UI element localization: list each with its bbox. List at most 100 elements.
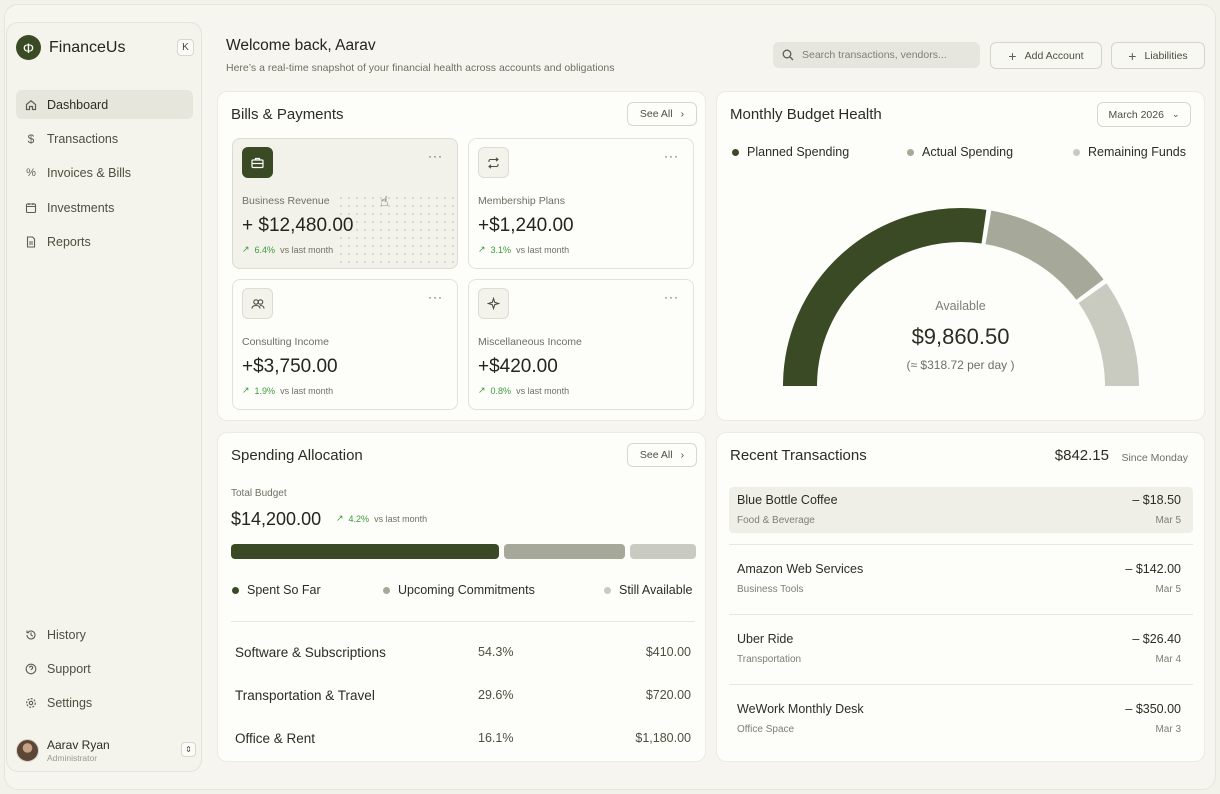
trend-note: vs last month [280, 244, 334, 255]
legend-spent: Spent So Far [232, 583, 321, 597]
legend-actual: Actual Spending [907, 145, 1013, 159]
users-icon [242, 288, 273, 319]
bill-tile[interactable]: ··· Miscellaneous Income +$420.00 ↗ 0.8%… [468, 279, 694, 410]
divider [231, 621, 695, 622]
sidebar-item-transactions[interactable]: $ Transactions [16, 124, 193, 153]
chevron-right-icon: › [680, 108, 685, 120]
transaction-row[interactable]: Blue Bottle Coffee Food & Beverage – $18… [729, 487, 1193, 533]
sidebar-item-investments[interactable]: Investments [16, 193, 193, 222]
more-options-icon[interactable]: ··· [428, 149, 443, 163]
trend-note: vs last month [280, 385, 334, 396]
sidebar-item-dashboard[interactable]: Dashboard [16, 90, 193, 119]
search-input[interactable]: Search transactions, vendors... [773, 42, 980, 68]
total-budget-label: Total Budget [231, 488, 287, 499]
more-options-icon[interactable]: ··· [664, 290, 679, 304]
sidebar-item-label: Reports [47, 234, 91, 249]
transaction-category: Food & Beverage [737, 515, 815, 526]
dot-pattern [337, 194, 457, 268]
allocation-available-bar[interactable] [630, 544, 696, 559]
trend-up-icon: ↗ [242, 385, 250, 395]
legend-planned: Planned Spending [732, 145, 849, 159]
sidebar-item-reports[interactable]: Reports [16, 227, 193, 256]
transaction-amount: – $350.00 [1125, 702, 1181, 716]
sidebar-item-invoices-bills[interactable]: % Invoices & Bills [16, 158, 193, 187]
legend-label: Still Available [619, 583, 693, 597]
sidebar-item-support[interactable]: Support [16, 654, 193, 683]
chevron-updown-icon[interactable]: ⇕ [181, 742, 196, 757]
sidebar-item-label: History [47, 627, 86, 642]
transaction-row[interactable]: Uber Ride Transportation – $26.40 Mar 4 [729, 626, 1193, 672]
page-title: Welcome back, Aarav [226, 37, 376, 54]
transaction-category: Office Space [737, 724, 795, 735]
legend-label: Upcoming Commitments [398, 583, 535, 597]
trend-change: 4.2% [348, 513, 370, 524]
plus-icon: + [1008, 47, 1017, 64]
user-profile[interactable]: Aarav Ryan Administrator ⇕ [16, 735, 196, 765]
plus-icon: + [1128, 47, 1137, 64]
transaction-name: WeWork Monthly Desk [737, 702, 864, 716]
allocation-spent-bar[interactable] [231, 544, 500, 559]
search-icon [782, 49, 794, 61]
history-icon [25, 629, 37, 641]
trend-note: vs last month [516, 244, 570, 255]
transaction-date: Mar 3 [1155, 724, 1181, 735]
brand[interactable]: Φ FinanceUs [16, 35, 125, 60]
allocation-row[interactable]: Transportation & Travel 29.6% $720.00 [235, 688, 691, 708]
sidebar-item-settings[interactable]: Settings [16, 688, 193, 717]
divider [729, 614, 1193, 615]
bill-tile[interactable]: ··· Membership Plans +$1,240.00 ↗ 3.1% v… [468, 138, 694, 269]
bill-tile[interactable]: ··· Business Revenue + $12,480.00 ↗ 6.4%… [232, 138, 458, 269]
see-all-button[interactable]: See All › [627, 443, 697, 467]
transaction-row[interactable]: WeWork Monthly Desk Office Space – $350.… [729, 696, 1193, 742]
row-percent: 29.6% [478, 688, 514, 702]
legend-dot [1073, 148, 1080, 156]
gauge-actual-segment[interactable] [985, 210, 1104, 301]
transactions-since: Since Monday [1121, 452, 1188, 464]
row-name: Transportation & Travel [235, 688, 375, 703]
pointer-cursor-icon: ☝ [380, 193, 389, 209]
transaction-name: Blue Bottle Coffee [737, 493, 838, 507]
month-select-value: March 2026 [1108, 108, 1164, 121]
legend-label: Planned Spending [747, 145, 850, 159]
sidebar-item-label: Invoices & Bills [47, 165, 132, 180]
see-all-label: See All [639, 449, 673, 461]
liabilities-label: Liabilities [1144, 49, 1188, 62]
allocation-row[interactable]: Software & Subscriptions 54.3% $410.00 [235, 645, 691, 665]
sidebar-item-history[interactable]: History [16, 620, 193, 649]
legend-dot [383, 586, 390, 594]
divider [729, 684, 1193, 685]
transaction-date: Mar 4 [1155, 654, 1181, 665]
row-amount: $720.00 [645, 688, 691, 702]
transaction-category: Transportation [737, 654, 802, 665]
transaction-row[interactable]: Amazon Web Services Business Tools – $14… [729, 556, 1193, 602]
dollar-icon: $ [27, 131, 35, 146]
allocation-upcoming-bar[interactable] [504, 544, 625, 559]
legend-label: Spent So Far [247, 583, 321, 597]
trend-up-icon: ↗ [478, 244, 486, 254]
sidebar: Φ FinanceUs K Dashboard $ Transactions %… [6, 22, 202, 772]
transaction-date: Mar 5 [1155, 515, 1181, 526]
trend-up-icon: ↗ [478, 385, 486, 395]
user-role: Administrator [47, 752, 98, 763]
more-options-icon[interactable]: ··· [428, 290, 443, 304]
trend-change: 6.4% [254, 244, 276, 255]
trend-up-icon: ↗ [242, 244, 250, 254]
gauge-planned-segment[interactable] [783, 208, 987, 387]
trend-note: vs last month [516, 385, 570, 396]
total-budget-value: $14,200.00 [231, 509, 322, 529]
allocation-row[interactable]: Office & Rent 16.1% $1,180.00 [235, 731, 691, 751]
add-account-button[interactable]: + Add Account [990, 42, 1102, 69]
gauge-remaining-segment[interactable] [1078, 283, 1139, 387]
transaction-amount: – $26.40 [1132, 632, 1181, 646]
month-select[interactable]: March 2026 ⌄ [1097, 102, 1191, 127]
more-options-icon[interactable]: ··· [664, 149, 679, 163]
liabilities-button[interactable]: + Liabilities [1111, 42, 1205, 69]
tile-value: +$1,240.00 [478, 215, 574, 236]
legend-available: Still Available [604, 583, 692, 597]
collapse-sidebar-button[interactable]: K [177, 39, 194, 56]
tile-trend: ↗ 1.9% vs last month [242, 385, 333, 396]
bill-tile[interactable]: ··· Consulting Income +$3,750.00 ↗ 1.9% … [232, 279, 458, 410]
transaction-category: Business Tools [737, 584, 804, 595]
see-all-button[interactable]: See All › [627, 102, 697, 126]
add-account-label: Add Account [1024, 49, 1084, 62]
